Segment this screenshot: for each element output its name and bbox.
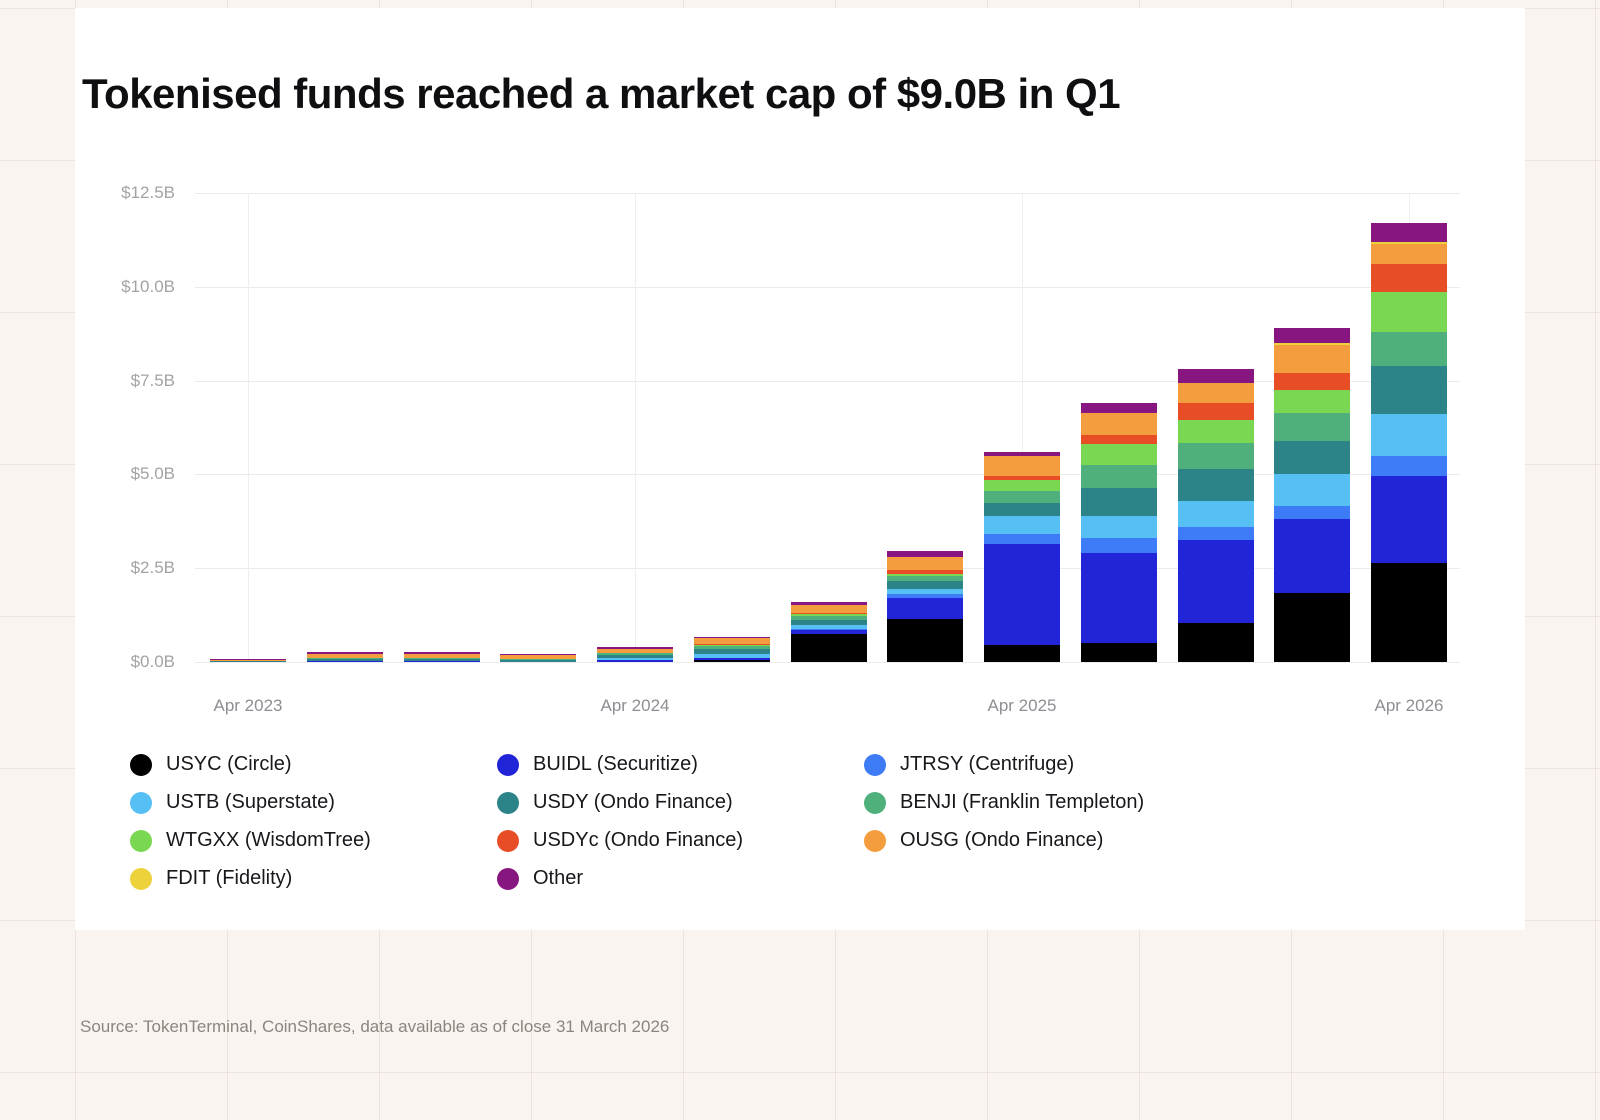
legend-label: USYC (Circle) [166, 753, 292, 775]
legend-dot-icon [497, 829, 519, 852]
legend-label: BENJI (Franklin Templeton) [900, 791, 1145, 813]
legend-item: BENJI (Franklin Templeton) [864, 791, 1231, 814]
legend-item: WTGXX (WisdomTree) [130, 829, 497, 852]
source-note: Source: TokenTerminal, CoinShares, data … [80, 1017, 670, 1036]
legend-label: WTGXX (WisdomTree) [166, 829, 371, 851]
legend-dot-icon [130, 867, 152, 890]
legend-label: OUSG (Ondo Finance) [900, 829, 1104, 851]
legend-dot-icon [497, 753, 519, 776]
legend-dot-icon [497, 791, 519, 814]
legend-item: JTRSY (Centrifuge) [864, 753, 1231, 776]
legend: USYC (Circle) BUIDL (Securitize) JTRSY (Ce… [130, 753, 1231, 890]
legend-item: USDY (Ondo Finance) [497, 791, 864, 814]
page-title: Tokenised funds reached a market cap of … [82, 70, 1121, 117]
legend-item: USTB (Superstate) [130, 791, 497, 814]
legend-label: USDY (Ondo Finance) [533, 791, 733, 813]
legend-dot-icon [864, 753, 886, 776]
legend-dot-icon [864, 829, 886, 852]
legend-label: BUIDL (Securitize) [533, 753, 698, 775]
legend-label: Other [533, 867, 584, 889]
legend-item: BUIDL (Securitize) [497, 753, 864, 776]
legend-label: FDIT (Fidelity) [166, 867, 293, 889]
legend-item: OUSG (Ondo Finance) [864, 829, 1231, 852]
legend-item: Other [497, 867, 864, 890]
legend-label: USDYc (Ondo Finance) [533, 829, 744, 851]
legend-dot-icon [497, 867, 519, 890]
legend-item: USYC (Circle) [130, 753, 497, 776]
legend-label: JTRSY (Centrifuge) [900, 753, 1075, 775]
legend-label: USTB (Superstate) [166, 791, 335, 813]
legend-dot-icon [130, 829, 152, 852]
legend-item: FDIT (Fidelity) [130, 867, 497, 890]
legend-dot-icon [864, 791, 886, 814]
legend-dot-icon [130, 791, 152, 814]
legend-dot-icon [130, 753, 152, 776]
legend-item: USDYc (Ondo Finance) [497, 829, 864, 852]
